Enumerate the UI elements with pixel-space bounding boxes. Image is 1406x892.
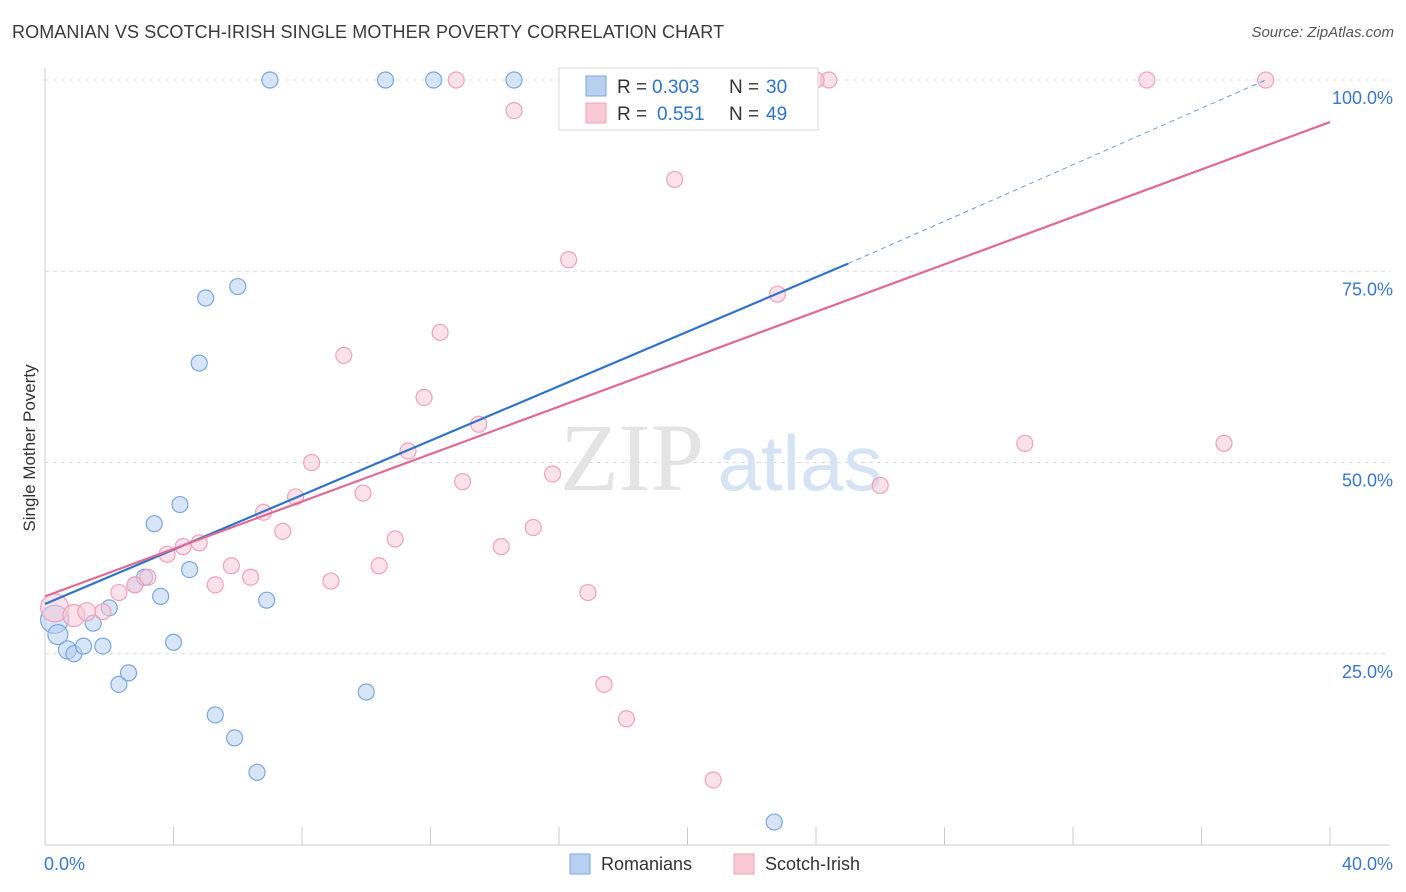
data-point bbox=[171, 495, 189, 514]
data-point bbox=[190, 354, 208, 372]
data-point bbox=[74, 637, 93, 655]
trend-lines bbox=[44, 79, 1331, 606]
data-point bbox=[47, 624, 69, 646]
legend-swatch-scotch-irish bbox=[585, 102, 607, 124]
data-point bbox=[152, 587, 170, 605]
legend-box: R = 0.303 N = 30 R = 0.551 N = 49 bbox=[558, 67, 819, 131]
watermark-zip: ZIP bbox=[560, 404, 704, 511]
data-point bbox=[164, 633, 183, 651]
trend-line bbox=[44, 121, 1331, 598]
data-point bbox=[704, 771, 722, 789]
data-point bbox=[431, 323, 449, 342]
data-point bbox=[617, 710, 636, 728]
watermark-atlas: atlas bbox=[718, 419, 883, 507]
data-point bbox=[1138, 71, 1156, 89]
x-tick-label: 0.0% bbox=[44, 854, 85, 874]
bottom-legend-romanians: Romanians bbox=[601, 854, 692, 874]
bottom-legend: Romanians Scotch-Irish bbox=[569, 853, 860, 875]
legend-n-value-2: 49 bbox=[766, 104, 787, 125]
data-point bbox=[370, 557, 388, 575]
data-point bbox=[1215, 434, 1233, 452]
data-point bbox=[206, 706, 224, 724]
axes bbox=[44, 68, 1390, 846]
data-point bbox=[871, 476, 889, 495]
data-point bbox=[197, 289, 215, 307]
data-point bbox=[579, 583, 597, 602]
data-point bbox=[139, 568, 157, 586]
legend-n-label-2: N = bbox=[729, 104, 759, 125]
data-point bbox=[222, 557, 240, 575]
data-point bbox=[1016, 434, 1034, 452]
legend-r-label-2: R = bbox=[617, 104, 647, 125]
legend-r-value-2: 0.551 bbox=[657, 104, 705, 125]
data-points bbox=[40, 71, 1275, 831]
watermark: ZIP atlas bbox=[560, 404, 882, 511]
data-point bbox=[492, 538, 510, 556]
data-point bbox=[505, 71, 523, 89]
data-point bbox=[666, 170, 684, 189]
legend-n-label-1: N = bbox=[729, 77, 759, 98]
data-point bbox=[1257, 71, 1275, 89]
data-point bbox=[425, 71, 443, 89]
data-point bbox=[560, 251, 578, 269]
data-point bbox=[94, 603, 112, 621]
data-point bbox=[242, 568, 260, 586]
y-tick-label: 100.0% bbox=[1332, 88, 1393, 108]
data-point bbox=[145, 515, 163, 533]
source-label: Source: ZipAtlas.com bbox=[1251, 24, 1394, 41]
bottom-legend-swatch-scotch-irish bbox=[733, 853, 755, 875]
data-point bbox=[765, 813, 783, 831]
data-point bbox=[225, 729, 244, 747]
data-point bbox=[447, 71, 465, 89]
data-point bbox=[454, 473, 472, 491]
data-point bbox=[126, 576, 144, 594]
legend-r-value-1: 0.303 bbox=[652, 77, 700, 98]
data-point bbox=[505, 101, 523, 120]
legend-n-value-1: 30 bbox=[766, 77, 787, 98]
data-point bbox=[595, 675, 613, 693]
y-tick-label: 75.0% bbox=[1342, 279, 1393, 299]
data-point bbox=[322, 572, 340, 590]
data-point bbox=[94, 637, 112, 655]
tick-labels: 25.0% 50.0% 75.0% 100.0% 0.0% 40.0% bbox=[44, 88, 1393, 874]
x-tick-label: 40.0% bbox=[1342, 854, 1393, 874]
y-tick-label: 50.0% bbox=[1342, 471, 1393, 491]
bottom-legend-swatch-romanians bbox=[569, 853, 591, 875]
y-tick-label: 25.0% bbox=[1342, 662, 1393, 682]
data-point bbox=[110, 583, 128, 602]
data-point bbox=[524, 518, 542, 537]
legend-swatch-romanians bbox=[585, 75, 607, 97]
grid-lines bbox=[45, 79, 1390, 655]
data-point bbox=[376, 71, 395, 89]
data-point bbox=[354, 484, 372, 502]
data-point bbox=[415, 388, 433, 407]
data-point bbox=[119, 664, 138, 682]
data-point bbox=[274, 522, 292, 540]
bottom-legend-scotch-irish: Scotch-Irish bbox=[765, 854, 860, 874]
data-point bbox=[261, 71, 279, 89]
data-point bbox=[206, 576, 224, 594]
data-point bbox=[110, 675, 128, 693]
series-scotch-irish bbox=[40, 71, 1275, 789]
data-point bbox=[77, 602, 97, 622]
trend-line-extension bbox=[847, 79, 1266, 265]
legend-r-label-1: R = bbox=[617, 77, 647, 98]
data-point bbox=[386, 530, 404, 548]
data-point bbox=[303, 453, 321, 472]
data-point bbox=[357, 683, 375, 701]
data-point bbox=[543, 465, 562, 483]
data-point bbox=[258, 591, 276, 609]
data-point bbox=[248, 763, 266, 781]
data-point bbox=[180, 560, 199, 579]
chart-title: ROMANIAN VS SCOTCH-IRISH SINGLE MOTHER P… bbox=[12, 22, 725, 42]
data-point bbox=[335, 346, 353, 364]
data-point bbox=[229, 277, 247, 296]
